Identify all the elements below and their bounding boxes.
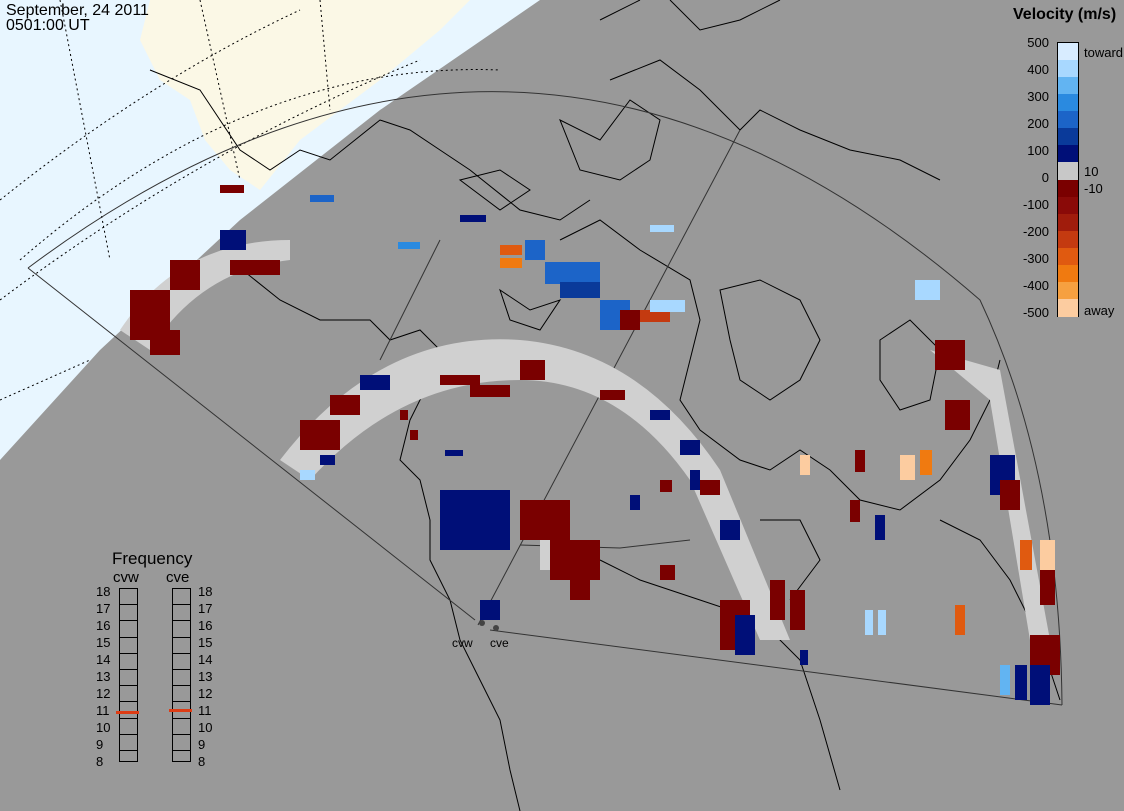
frequency-cell bbox=[120, 719, 137, 735]
daylight-region bbox=[0, 0, 540, 460]
colorbar-segment bbox=[1058, 145, 1078, 163]
velocity-tick-label: -500 bbox=[1022, 305, 1049, 320]
frequency-scale-label: 9 bbox=[96, 737, 104, 752]
frequency-cell bbox=[173, 670, 190, 687]
colorbar-segment bbox=[1058, 298, 1078, 317]
site-marker-cve bbox=[493, 625, 499, 631]
frequency-scale-label: 8 bbox=[198, 754, 206, 769]
frequency-scale-label: 15 bbox=[96, 635, 111, 650]
frequency-scale-cve bbox=[172, 588, 191, 762]
site-label-cvw: cvw bbox=[452, 636, 473, 650]
frequency-cell bbox=[120, 589, 137, 606]
colorbar-segment bbox=[1058, 281, 1078, 300]
velocity-colorbar bbox=[1057, 42, 1079, 317]
date-label: September, 24 2011 bbox=[6, 2, 149, 19]
frequency-radar-cvw: cvw bbox=[113, 569, 139, 586]
frequency-cell bbox=[120, 702, 137, 719]
site-marker-cvw bbox=[479, 620, 485, 626]
frequency-cell bbox=[120, 621, 137, 638]
velocity-tick-label: -200 bbox=[1022, 224, 1049, 239]
velocity-tick-label: 200 bbox=[1027, 116, 1049, 131]
colorbar-segment bbox=[1058, 230, 1078, 249]
colorbar-segment bbox=[1058, 128, 1078, 146]
colorbar-segment bbox=[1058, 111, 1078, 129]
frequency-cell bbox=[173, 605, 190, 622]
frequency-cell bbox=[120, 654, 137, 670]
frequency-scale-label: 11 bbox=[96, 703, 110, 718]
frequency-cell bbox=[173, 654, 190, 670]
frequency-cell bbox=[173, 686, 190, 703]
colorbar-segment bbox=[1058, 77, 1078, 95]
frequency-marker-cve bbox=[169, 709, 192, 713]
colorbar-segment bbox=[1058, 179, 1078, 198]
frequency-cell bbox=[173, 735, 190, 751]
frequency-scale-label: 9 bbox=[198, 737, 206, 752]
velocity-pos-threshold: 10 bbox=[1084, 164, 1099, 179]
frequency-scale-label: 15 bbox=[198, 635, 213, 650]
frequency-cell bbox=[120, 686, 137, 703]
frequency-scale-label: 16 bbox=[96, 618, 111, 633]
velocity-tick-label: 100 bbox=[1027, 143, 1049, 158]
velocity-tick-label: 500 bbox=[1027, 35, 1049, 50]
frequency-cell bbox=[120, 735, 137, 751]
frequency-scale-label: 14 bbox=[198, 652, 213, 667]
frequency-radar-cve: cve bbox=[166, 569, 190, 586]
velocity-tick-label: -300 bbox=[1022, 251, 1049, 266]
frequency-cell bbox=[173, 719, 190, 735]
frequency-scale-label: 8 bbox=[96, 754, 104, 769]
frequency-legend-title: Frequency bbox=[112, 549, 193, 568]
colorbar-segment bbox=[1058, 94, 1078, 112]
velocity-tick-label: 0 bbox=[1041, 170, 1049, 185]
frequency-scale-label: 18 bbox=[198, 584, 213, 599]
colorbar-segment bbox=[1058, 162, 1078, 180]
velocity-echoes bbox=[130, 185, 1060, 705]
site-label-cve: cve bbox=[490, 636, 509, 650]
frequency-scale-label: 10 bbox=[96, 720, 111, 735]
colorbar-segment bbox=[1058, 213, 1078, 232]
colorbar-segment bbox=[1058, 196, 1078, 215]
colorbar-segment bbox=[1058, 264, 1078, 283]
frequency-cell bbox=[173, 589, 190, 606]
away-label: away bbox=[1084, 303, 1115, 318]
frequency-scale-label: 12 bbox=[96, 686, 111, 701]
frequency-scale-label: 12 bbox=[198, 686, 213, 701]
frequency-cell bbox=[173, 702, 190, 719]
velocity-legend-title: Velocity (m/s) bbox=[1013, 6, 1117, 23]
frequency-cell bbox=[173, 638, 190, 654]
velocity-tick-label: 400 bbox=[1027, 62, 1049, 77]
frequency-scale-cvw bbox=[119, 588, 138, 762]
toward-label: toward bbox=[1084, 45, 1124, 60]
frequency-scale-label: 16 bbox=[198, 618, 213, 633]
frequency-scale-label: 13 bbox=[96, 669, 111, 684]
frequency-cell bbox=[120, 605, 137, 622]
frequency-scale-label: 14 bbox=[96, 652, 111, 667]
colorbar-segment bbox=[1058, 43, 1078, 61]
velocity-tick-label: -400 bbox=[1022, 278, 1049, 293]
frequency-scale-label: 17 bbox=[96, 601, 111, 616]
frequency-cell bbox=[120, 638, 137, 654]
frequency-cell bbox=[173, 621, 190, 638]
colorbar-segment bbox=[1058, 247, 1078, 266]
frequency-scale-label: 10 bbox=[198, 720, 213, 735]
colorbar-segment bbox=[1058, 60, 1078, 78]
frequency-scale-label: 18 bbox=[96, 584, 111, 599]
frequency-scale-label: 13 bbox=[198, 669, 213, 684]
frequency-marker-cvw bbox=[116, 710, 139, 714]
frequency-scale-label: 17 bbox=[198, 601, 213, 616]
frequency-scale-label: 11 bbox=[198, 703, 212, 718]
frequency-cell bbox=[120, 670, 137, 687]
velocity-neg-threshold: -10 bbox=[1084, 181, 1103, 196]
velocity-tick-label: -100 bbox=[1022, 197, 1049, 212]
time-label: 0501:00 UT bbox=[6, 17, 90, 34]
velocity-tick-label: 300 bbox=[1027, 89, 1049, 104]
